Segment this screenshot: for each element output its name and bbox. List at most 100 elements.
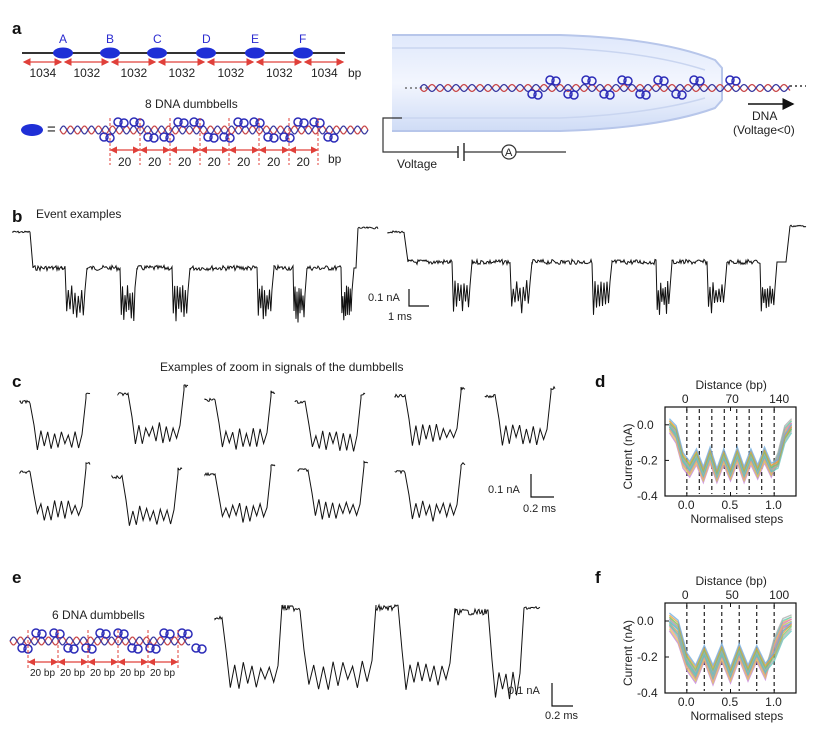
site-marker-A — [53, 47, 73, 59]
dumbbell-loop — [623, 76, 633, 86]
nanopore-schematic: DNA (Voltage<0) A Voltage — [382, 34, 806, 171]
top-axis-label: Distance (bp) — [696, 378, 767, 392]
dumbbell-loop — [189, 117, 199, 127]
dumbbell-loop — [95, 628, 105, 638]
dumbbell-loop — [677, 90, 687, 100]
dna-label: DNA — [752, 109, 777, 123]
chart-f: 0.0 0.5 1.0 0.0 -0.2 -0.4 0 50 100 Normalised ste… — [621, 574, 797, 723]
scale-time-c: 0.2 ms — [523, 503, 557, 515]
zoom-signal-trace — [19, 461, 91, 521]
segment-length: 1032 — [74, 66, 101, 80]
y-tick-label: 0.0 — [637, 614, 654, 628]
spacing-value: 20 — [297, 155, 311, 169]
dumbbell-loop — [17, 643, 27, 653]
dumbbell-loop — [159, 628, 169, 638]
zoom-signal-trace — [294, 392, 366, 452]
dumbbell-loop — [533, 90, 543, 100]
y-axis-label: Current (nA) — [621, 423, 635, 489]
dumbbell-loop — [323, 132, 333, 142]
zoom-signal-trace — [111, 467, 183, 526]
dumbbell-legend: = 8 DNA dumbbells 20 20 20 20 20 20 20 bp — [21, 97, 369, 169]
segment-length: 1032 — [266, 66, 293, 80]
dumbbell-loop — [69, 644, 79, 654]
top-tick-label: 140 — [769, 392, 789, 406]
spacing-value: 20 — [148, 155, 162, 169]
site-marker-F — [293, 47, 313, 59]
series-line — [668, 616, 793, 674]
dumbbell-loop — [183, 629, 193, 639]
series-line — [668, 426, 793, 485]
dumbbell-loop — [279, 132, 289, 142]
dumbbell-loop — [641, 90, 651, 100]
zoom-signal-grid — [19, 384, 556, 526]
spacing-value: 20 bp — [90, 668, 115, 679]
top-tick-label: 100 — [769, 588, 789, 602]
dumbbell-helix-6 — [9, 628, 207, 654]
dumbbell-loop — [99, 132, 109, 142]
dumbbell-loop — [725, 75, 735, 85]
spacing-value: 20 — [118, 155, 132, 169]
dumbbell-loop — [119, 118, 129, 128]
top-tick-label: 70 — [726, 392, 740, 406]
segment-length: 1034 — [311, 66, 338, 80]
panel-label-c: c — [12, 372, 21, 391]
dumbbell-loop — [269, 133, 279, 143]
dumbbell-loop — [87, 644, 97, 654]
spacing-value: 20 — [208, 155, 222, 169]
y-tick-label: -0.2 — [637, 650, 658, 664]
dumbbell-loop — [309, 117, 319, 127]
spacing-value: 20 bp — [150, 668, 175, 679]
pore-dna-helix — [419, 75, 791, 100]
dna-condition: (Voltage<0) — [733, 123, 795, 137]
dumbbell-loop — [127, 643, 137, 653]
dumbbell-loop — [179, 118, 189, 128]
dumbbell-loop — [671, 89, 681, 99]
dumbbell-loop — [37, 629, 47, 639]
spacing-unit: bp — [328, 152, 342, 166]
scale-current-b: 0.1 nA — [368, 292, 400, 304]
dumbbell-loop — [159, 132, 169, 142]
site-marker-B — [100, 47, 120, 59]
dumbbell-loop — [329, 133, 339, 143]
dumbbell-loop — [113, 117, 123, 127]
dumbbell-helix-8 — [59, 117, 369, 143]
dumbbell-loop — [173, 117, 183, 127]
ammeter-label: A — [505, 147, 513, 159]
panel-b-title: Event examples — [36, 207, 121, 221]
dumbbell-loop — [203, 132, 213, 142]
panel-label-f: f — [595, 568, 601, 587]
dumbbell-loop — [81, 643, 91, 653]
dumbbell-loop — [191, 643, 201, 653]
zoom-signal-trace — [394, 462, 466, 522]
dumbbell-loop — [569, 90, 579, 100]
dumbbell-loop — [219, 132, 229, 142]
x-axis-label: Normalised steps — [691, 709, 784, 723]
zoom-signal-trace — [204, 463, 276, 523]
dumbbell-loop — [315, 118, 325, 128]
panel-c-title: Examples of zoom in signals of the dumbb… — [160, 360, 403, 374]
chart-d: 0.0 0.5 1.0 0.0 -0.2 -0.4 0 70 140 Normalised ste… — [621, 378, 797, 526]
scale-bar-c: 0.1 nA 0.2 ms — [488, 474, 557, 515]
dumbbell-loop — [133, 644, 143, 654]
dumbbell-symbol — [21, 124, 43, 136]
top-tick-label: 0 — [682, 588, 689, 602]
dumbbell-loop — [285, 133, 295, 143]
dumbbell-loop — [689, 75, 699, 85]
scale-time-b: 1 ms — [388, 311, 412, 323]
zoom-signal-trace — [19, 392, 91, 450]
spacing-value: 20 bp — [120, 668, 145, 679]
dumbbell-loop — [101, 629, 111, 639]
series-line — [668, 422, 793, 476]
dumbbell-loop — [233, 117, 243, 127]
y-tick-label: -0.4 — [637, 686, 658, 700]
dumbbells6-title: 6 DNA dumbbells — [52, 608, 145, 622]
x-tick-label: 0.0 — [678, 498, 695, 512]
dumbbell-loop — [239, 118, 249, 128]
series-line — [668, 418, 793, 471]
spacing-value: 20 — [267, 155, 281, 169]
segment-length: 1034 — [30, 66, 57, 80]
x-tick-label: 1.0 — [765, 498, 782, 512]
dumbbell-loop — [551, 76, 561, 86]
dumbbell-loop — [55, 629, 65, 639]
panel-a-linear-construct: A B C D E F 1034 1032 1032 1032 1032 1032 1034 bp — [22, 32, 362, 80]
